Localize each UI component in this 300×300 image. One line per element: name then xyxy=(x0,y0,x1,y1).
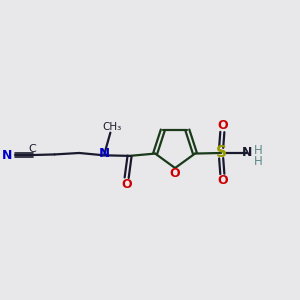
Text: N: N xyxy=(98,147,110,161)
Text: O: O xyxy=(122,178,132,190)
Text: N: N xyxy=(2,148,13,161)
Text: CH₃: CH₃ xyxy=(102,122,122,132)
Text: S: S xyxy=(216,146,227,160)
Text: N: N xyxy=(242,146,252,159)
Text: O: O xyxy=(217,174,228,187)
Text: O: O xyxy=(170,167,180,180)
Text: O: O xyxy=(217,119,228,132)
Text: H: H xyxy=(254,154,262,168)
Text: H: H xyxy=(254,144,262,157)
Text: C: C xyxy=(29,144,37,154)
